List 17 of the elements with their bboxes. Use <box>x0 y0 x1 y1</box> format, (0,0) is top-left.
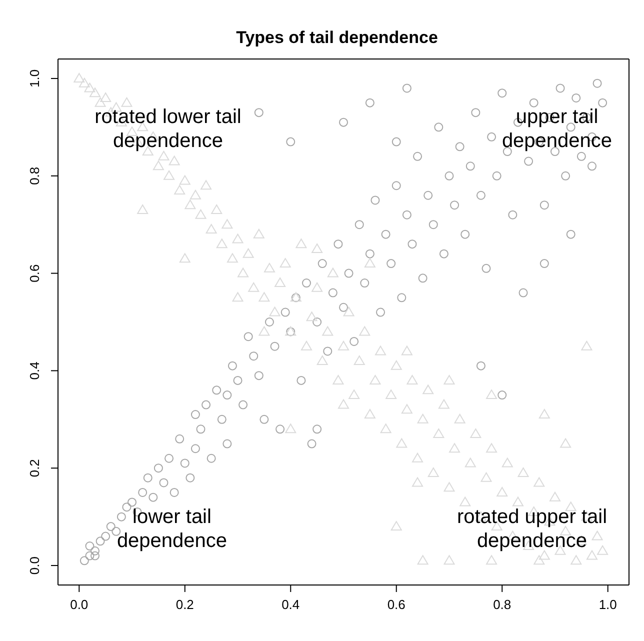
annotation: lower tail dependence <box>116 505 228 553</box>
x-tick-label: 1.0 <box>598 597 617 612</box>
x-tick-label: 0.2 <box>176 597 194 612</box>
y-tick-label: 0.4 <box>27 362 42 380</box>
x-tick-label: 0.8 <box>493 597 512 612</box>
x-tick-label: 0.4 <box>282 597 300 612</box>
x-tick-label: 0.6 <box>387 597 406 612</box>
x-tick-label: 0.0 <box>70 597 88 612</box>
y-tick-label: 0.2 <box>27 459 42 478</box>
annotation: rotated lower tail dependence <box>94 105 242 153</box>
y-tick-label: 1.0 <box>27 69 42 88</box>
y-tick-label: 0.0 <box>27 556 42 575</box>
annotation: rotated upper tail dependence <box>456 505 608 553</box>
annotation: upper tail dependence <box>500 105 614 153</box>
y-tick-label: 0.8 <box>27 166 42 185</box>
y-tick-label: 0.6 <box>27 264 42 282</box>
chart-title: Types of tail dependence <box>235 28 439 48</box>
